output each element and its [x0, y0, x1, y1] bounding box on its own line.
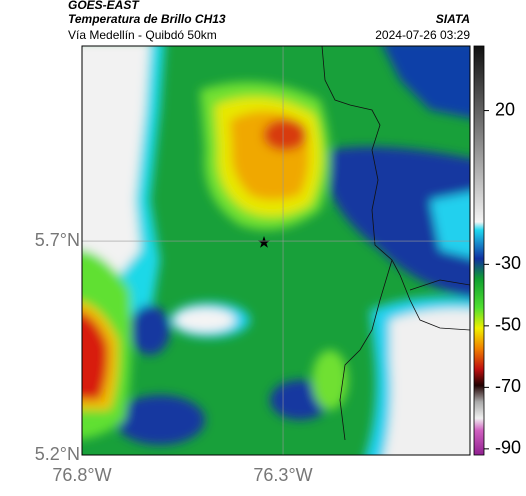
- map-frame: [81, 45, 471, 456]
- lon-label: 76.3°W: [253, 465, 312, 485]
- colorbar: [473, 45, 485, 456]
- lat-label: 5.7°N: [35, 230, 80, 250]
- colorbar-label: -30: [495, 253, 521, 273]
- colorbar-label: -90: [495, 438, 521, 458]
- lat-label: 5.2°N: [35, 444, 80, 464]
- site-marker: [257, 236, 271, 248]
- datetime: 2024-07-26 03:29: [375, 28, 470, 42]
- subtitle: Vía Medellín - Quibdó 50km: [68, 28, 217, 42]
- colorbar-label: 20: [495, 99, 515, 119]
- title: Temperatura de Brillo CH13: [68, 12, 226, 26]
- lon-label: 76.8°W: [52, 465, 111, 485]
- source: GOES-EAST: [68, 0, 140, 12]
- colorbar-label: -50: [495, 315, 521, 335]
- colorbar-label: -70: [495, 376, 521, 396]
- org: SIATA: [436, 12, 470, 26]
- satellite-image: [82, 46, 470, 455]
